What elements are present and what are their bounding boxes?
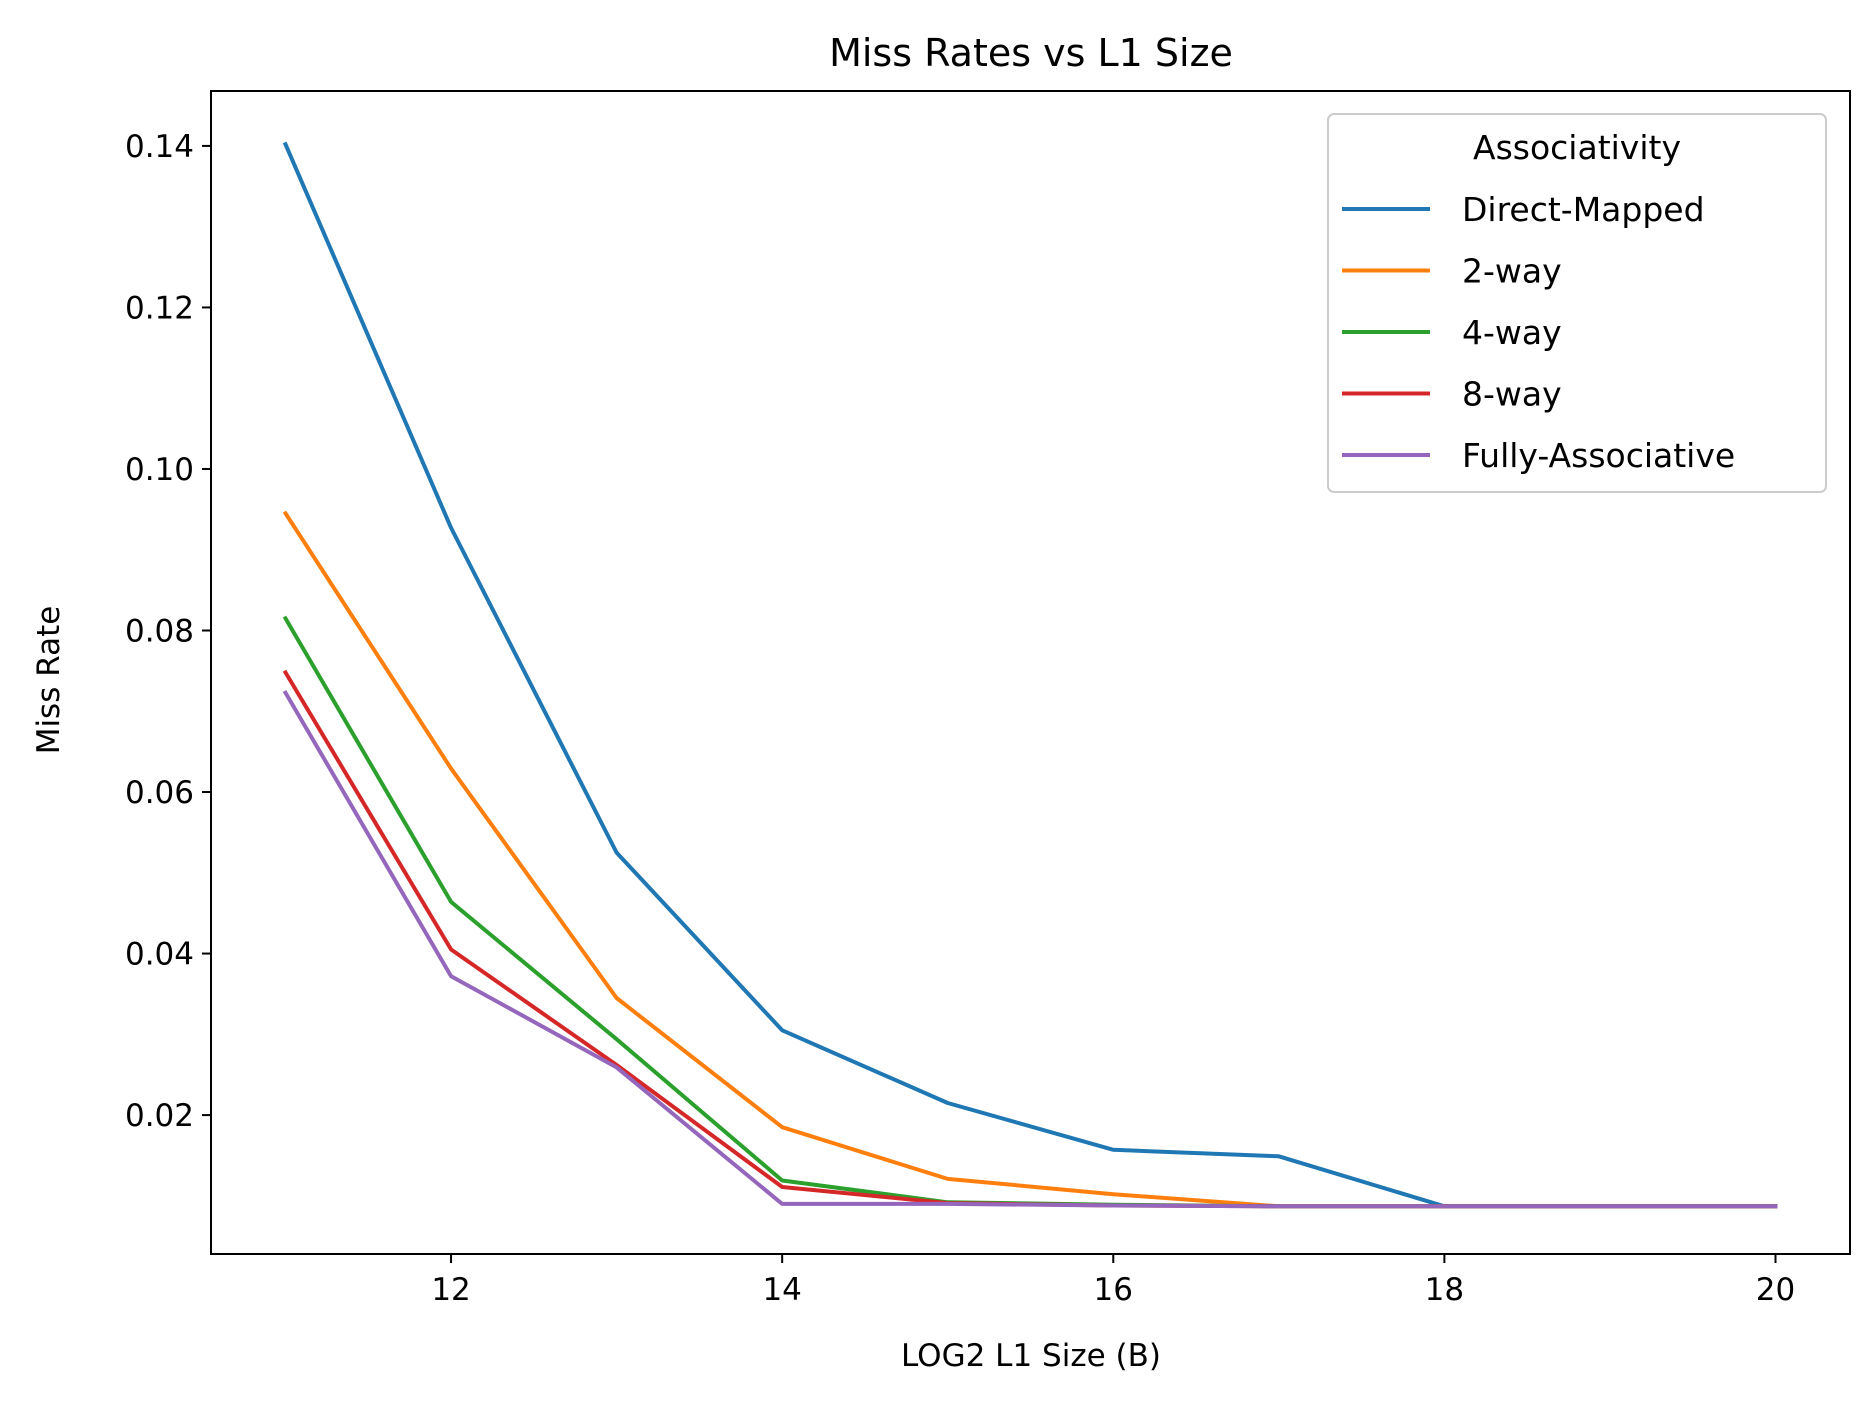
x-tick-label: 12 [431, 1272, 470, 1308]
x-tick-label: 18 [1425, 1272, 1464, 1308]
legend: Associativity Direct-Mapped 2-way 4-way 8-wa… [1327, 113, 1827, 493]
y-axis-label: Miss Rate [31, 606, 67, 755]
plot-series [282, 141, 1778, 1209]
x-axis-label: LOG2 L1 Size (B) [901, 1338, 1161, 1374]
legend-box [1327, 113, 1827, 493]
legend-label-direct-mapped: Direct-Mapped [1462, 190, 1705, 229]
plot-frame [210, 90, 1851, 1255]
series-line-2-way [282, 510, 1778, 1209]
x-tick-label: 16 [1094, 1272, 1133, 1308]
x-tick-label: 14 [762, 1272, 801, 1308]
legend-label-fully-associative: Fully-Associative [1462, 436, 1735, 475]
axis-ticks: 12 14 16 18 20 0.02 0.04 0.06 0.08 0.10 0.12 0.14 [125, 129, 1795, 1308]
series-line-4-way [282, 615, 1778, 1209]
y-tick-label: 0.08 [125, 614, 194, 650]
legend-title: Associativity [1473, 128, 1681, 167]
chart-title: Miss Rates vs L1 Size [829, 31, 1233, 75]
x-tick-label: 20 [1756, 1272, 1795, 1308]
y-tick-label: 0.14 [125, 129, 194, 165]
y-tick-label: 0.12 [125, 290, 194, 326]
y-tick-label: 0.10 [125, 452, 194, 488]
legend-label-4-way: 4-way [1462, 313, 1562, 352]
legend-label-2-way: 2-way [1462, 252, 1562, 291]
y-tick-label: 0.06 [125, 775, 194, 811]
y-tick-label: 0.04 [125, 937, 194, 973]
series-line-fully-associative [282, 689, 1778, 1209]
legend-label-8-way: 8-way [1462, 375, 1562, 414]
y-tick-label: 0.02 [125, 1098, 194, 1134]
